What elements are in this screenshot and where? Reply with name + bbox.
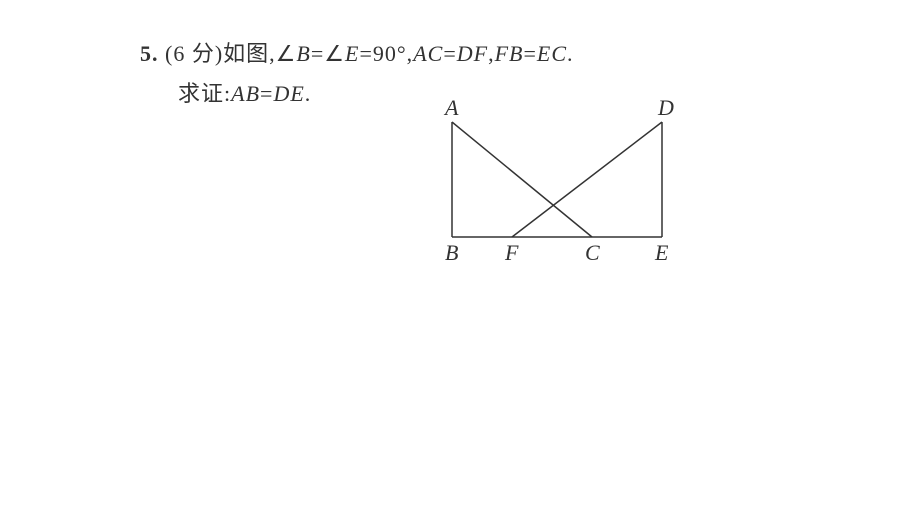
var-b: B bbox=[296, 41, 310, 66]
problem-line-1: 5. (6 分)如图,∠B=∠E=90°,AC=DF,FB=EC. bbox=[140, 36, 840, 68]
problem-number: 5. bbox=[140, 41, 159, 66]
diagram-labels: A D B F C E bbox=[443, 95, 674, 265]
var-ac: AC bbox=[413, 41, 443, 66]
ninety: =90°, bbox=[359, 41, 413, 66]
svg-text:F: F bbox=[504, 240, 519, 265]
eq-4: = bbox=[260, 81, 273, 106]
period-2: . bbox=[305, 81, 312, 106]
svg-text:D: D bbox=[657, 95, 674, 120]
problem-line-2: 求证:AB=DE. bbox=[178, 76, 840, 108]
angle-2: ∠ bbox=[324, 41, 345, 66]
eq-1: = bbox=[311, 41, 324, 66]
text-rutu: 如图, bbox=[223, 41, 276, 66]
points: (6 分) bbox=[165, 41, 223, 66]
var-ab: AB bbox=[231, 81, 260, 106]
var-e: E bbox=[345, 41, 359, 66]
var-fb: FB bbox=[495, 41, 524, 66]
svg-text:A: A bbox=[443, 95, 459, 120]
svg-text:C: C bbox=[585, 240, 600, 265]
prove-prefix: 求证: bbox=[178, 81, 231, 106]
eq-2: = bbox=[443, 41, 456, 66]
svg-text:B: B bbox=[445, 240, 458, 265]
angle-1: ∠ bbox=[276, 41, 297, 66]
diagram-svg: ADBFCE bbox=[442, 112, 692, 272]
var-ec: EC bbox=[537, 41, 567, 66]
period-1: . bbox=[567, 41, 574, 66]
geometry-diagram: ADBFCE bbox=[442, 112, 692, 272]
var-de: DE bbox=[273, 81, 304, 106]
svg-text:E: E bbox=[654, 240, 669, 265]
eq-3: = bbox=[523, 41, 536, 66]
diagram-lines bbox=[452, 122, 662, 237]
var-df: DF bbox=[457, 41, 488, 66]
